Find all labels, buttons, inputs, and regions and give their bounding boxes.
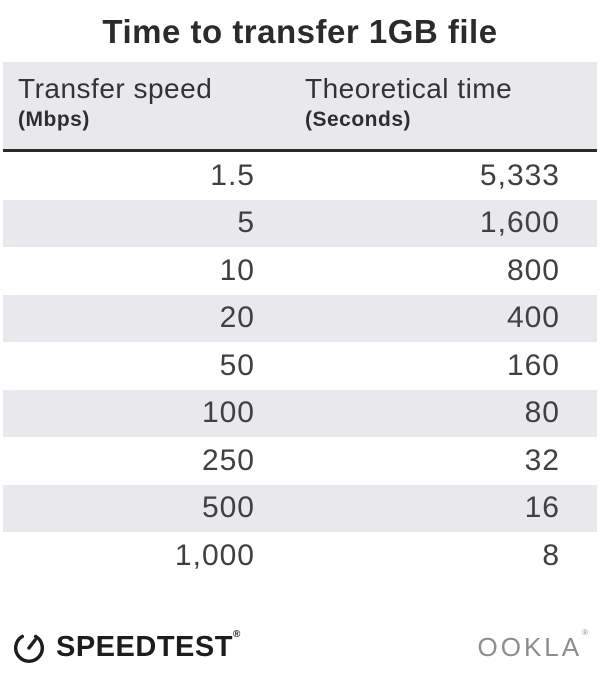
ookla-wordmark: OOKLA	[477, 631, 583, 662]
transfer-speed-cell: 1,000	[174, 538, 255, 572]
header-theoretical-time-unit: (Seconds)	[305, 108, 412, 131]
header-transfer-speed-label: Transfer speed	[18, 73, 213, 104]
speedtest-registered-mark: ®	[232, 628, 241, 640]
transfer-speed-cell: 20	[219, 301, 255, 335]
table-row: 10 800	[3, 247, 597, 295]
table-row: 250 32	[3, 437, 597, 485]
transfer-speed-cell: 100	[201, 396, 255, 430]
theoretical-time-cell: 8	[542, 538, 560, 572]
theoretical-time-cell: 1,600	[479, 206, 560, 240]
transfer-speed-cell: 50	[219, 348, 255, 382]
header-transfer-speed-unit: (Mbps)	[18, 108, 90, 131]
ookla-registered-mark: ®	[582, 627, 588, 637]
transfer-time-table: Transfer speed (Mbps) Theoretical time (…	[3, 62, 597, 580]
theoretical-time-cell: 32	[524, 443, 560, 477]
table-row: 1,000 8	[3, 532, 597, 580]
theoretical-time-cell: 400	[506, 301, 560, 335]
table-row: 1.5 5,333	[3, 152, 597, 200]
theoretical-time-cell: 160	[506, 348, 560, 382]
speedtest-wordmark: SPEEDTEST®	[56, 628, 241, 663]
theoretical-time-cell: 800	[506, 253, 560, 287]
table-header: Transfer speed (Mbps) Theoretical time (…	[3, 62, 597, 152]
table-body: 1.5 5,333 5 1,600 10 800 20 400 50 160 100 80 250 32 5…	[3, 152, 597, 580]
transfer-speed-cell: 500	[201, 491, 255, 525]
theoretical-time-cell: 16	[524, 491, 560, 525]
header-theoretical-time: Theoretical time (Seconds)	[305, 72, 597, 133]
speedtest-gauge-icon	[10, 628, 48, 666]
transfer-speed-cell: 10	[219, 253, 255, 287]
header-theoretical-time-label: Theoretical time	[305, 73, 513, 104]
ookla-logo: OOKLA®	[477, 628, 589, 663]
table-row: 100 80	[3, 389, 597, 437]
table-row: 5 1,600	[3, 199, 597, 247]
transfer-speed-cell: 250	[201, 443, 255, 477]
theoretical-time-cell: 5,333	[479, 158, 560, 192]
speedtest-logo: SPEEDTEST®	[10, 628, 241, 666]
theoretical-time-cell: 80	[524, 396, 560, 430]
table-row: 500 16	[3, 484, 597, 532]
footer: SPEEDTEST® OOKLA®	[10, 628, 588, 666]
page-title: Time to transfer 1GB file	[102, 13, 498, 50]
transfer-speed-cell: 5	[237, 206, 255, 240]
table-row: 50 160	[3, 342, 597, 390]
header-transfer-speed: Transfer speed (Mbps)	[3, 72, 305, 133]
transfer-speed-cell: 1.5	[210, 158, 255, 192]
table-row: 20 400	[3, 294, 597, 342]
